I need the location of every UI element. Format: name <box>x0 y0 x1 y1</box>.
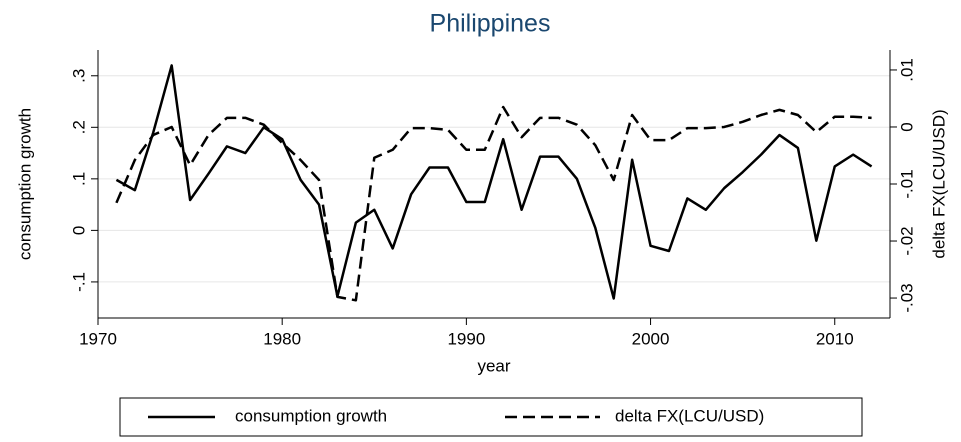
series-line <box>115 64 873 300</box>
x-axis-label: year <box>477 356 510 375</box>
x-tick-label: 2000 <box>632 329 670 348</box>
y-tick-label: .3 <box>69 69 88 83</box>
y2-tick-label: 0 <box>897 122 916 131</box>
x-tick-label: 1980 <box>263 329 301 348</box>
x-tick-label: 2010 <box>816 329 854 348</box>
y2-tick-label: .01 <box>897 58 916 82</box>
y2-tick-label: -.01 <box>897 169 916 198</box>
y2-axis-label: delta FX(LCU/USD) <box>929 109 948 258</box>
y2-tick-label: -.03 <box>897 283 916 312</box>
y-tick-label: .2 <box>69 120 88 134</box>
chart-title: Philippines <box>430 10 551 38</box>
legend-label: delta FX(LCU/USD) <box>615 406 764 425</box>
legend-label: consumption growth <box>235 406 387 425</box>
y2-tick-label: -.02 <box>897 226 916 255</box>
series-line <box>115 105 872 302</box>
y-tick-label: -.1 <box>69 272 88 292</box>
x-tick-label: 1990 <box>447 329 485 348</box>
y-tick-label: 0 <box>69 226 88 235</box>
y-axis-label: consumption growth <box>15 108 34 260</box>
y-tick-label: .1 <box>69 172 88 186</box>
legend-box <box>119 397 863 437</box>
x-tick-label: 1970 <box>79 329 117 348</box>
